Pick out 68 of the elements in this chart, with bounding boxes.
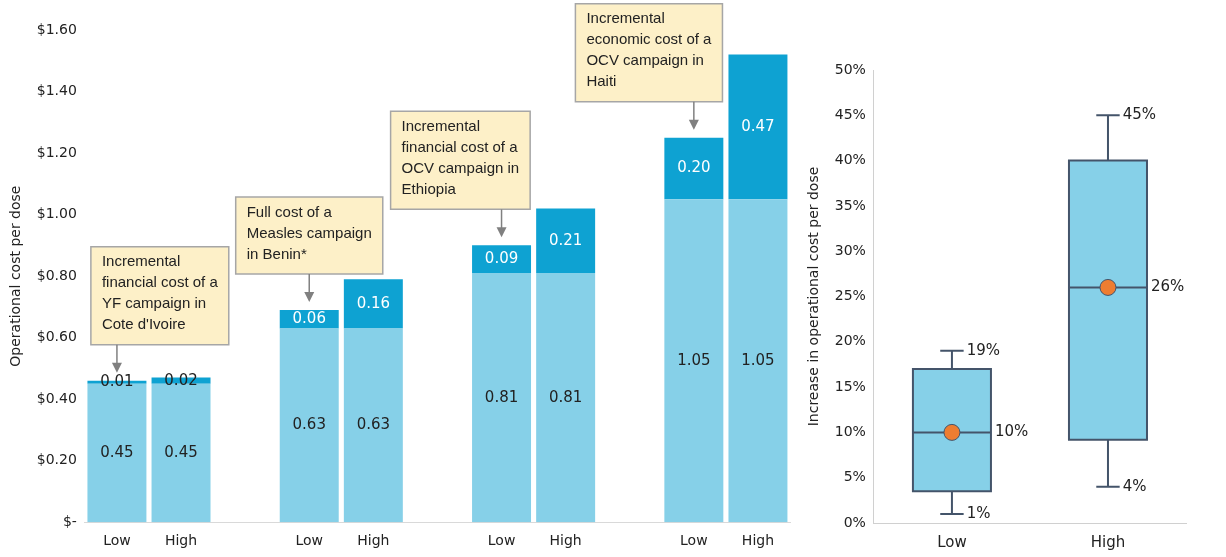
y-tick-label: 25% [834,287,866,304]
annotation: 10% [994,422,1029,441]
data-label: 0.63 [356,415,391,434]
x-tick-label: Low [937,532,967,551]
annotation: 45% [1122,105,1157,124]
data-label: 0.06 [292,309,326,328]
data-label: 1.05 [677,350,711,369]
bar [728,54,788,200]
y-tick-label: $1.20 [36,143,77,160]
y-tick-label: 20% [834,332,866,349]
y-axis-title: Operational cost per dose [7,185,24,367]
y-tick-label: $0.60 [36,328,77,345]
annotation: Incremental financial cost of a YF campaign in Cote d'Ivoire [101,252,219,333]
data-label: 0.81 [548,387,583,406]
y-tick-label: 45% [834,105,866,122]
data-label: 0.16 [356,293,391,312]
bar [343,279,403,329]
data-label: 0.20 [677,158,711,177]
annotation: Incremental economic cost of a OCV campaign in Haiti [586,9,713,90]
data-label: 0.01 [100,372,134,391]
y-tick-label: $1.00 [36,205,77,222]
y-tick-label: $0.80 [36,266,77,283]
annotation: 19% [966,340,1000,359]
annotation: 4% [1122,476,1147,495]
y-tick-label: 0% [843,513,866,530]
data-label: 0.45 [100,442,134,461]
annotation: Incremental financial cost of a OCV campaign in Ethiopia [401,116,520,197]
data-label: 0.21 [548,230,583,249]
y-tick-label: 40% [834,151,866,168]
y-tick-label: $1.60 [36,20,77,37]
y-tick-label: $1.40 [36,82,77,99]
x-tick-label: Low [103,532,131,549]
y-tick-label: 5% [843,468,866,485]
bar [536,273,596,523]
data-label: 0.81 [484,387,519,406]
y-tick-label: 50% [834,60,866,77]
annotation: 26% [1150,277,1185,296]
y-tick-label: 10% [834,423,866,440]
data-label: 0.09 [484,249,519,268]
bar [728,199,788,523]
annotation: 1% [966,503,991,522]
x-tick-label: Low [680,532,708,549]
data-label: 0.63 [292,415,326,434]
y-tick-label: $0.20 [36,451,77,468]
x-tick-label: High [1090,532,1126,551]
x-tick-label: High [164,532,198,549]
x-tick-label: Low [295,532,324,549]
data-label: 1.05 [741,350,775,369]
y-axis-title: Increase in operational cost per dose [805,166,822,427]
data-label: 0.47 [741,116,775,135]
bar [279,328,339,523]
annotation: Full cost of a Measles campaign in Benin* [246,202,372,262]
data-label: 0.45 [164,442,198,461]
bar [472,273,532,523]
y-tick-label: $- [62,512,77,529]
x-tick-label: High [357,532,390,549]
x-tick-label: Low [487,532,516,549]
bar [664,137,724,200]
y-tick-label: $0.40 [36,389,77,406]
y-tick-label: 35% [834,196,866,213]
x-tick-label: High [549,532,582,549]
bar [343,328,403,523]
bar [536,208,596,274]
y-tick-label: 30% [834,241,866,258]
bar [151,383,211,523]
bar [664,199,724,523]
y-tick-label: 15% [834,377,866,394]
x-tick-label: High [741,532,775,549]
